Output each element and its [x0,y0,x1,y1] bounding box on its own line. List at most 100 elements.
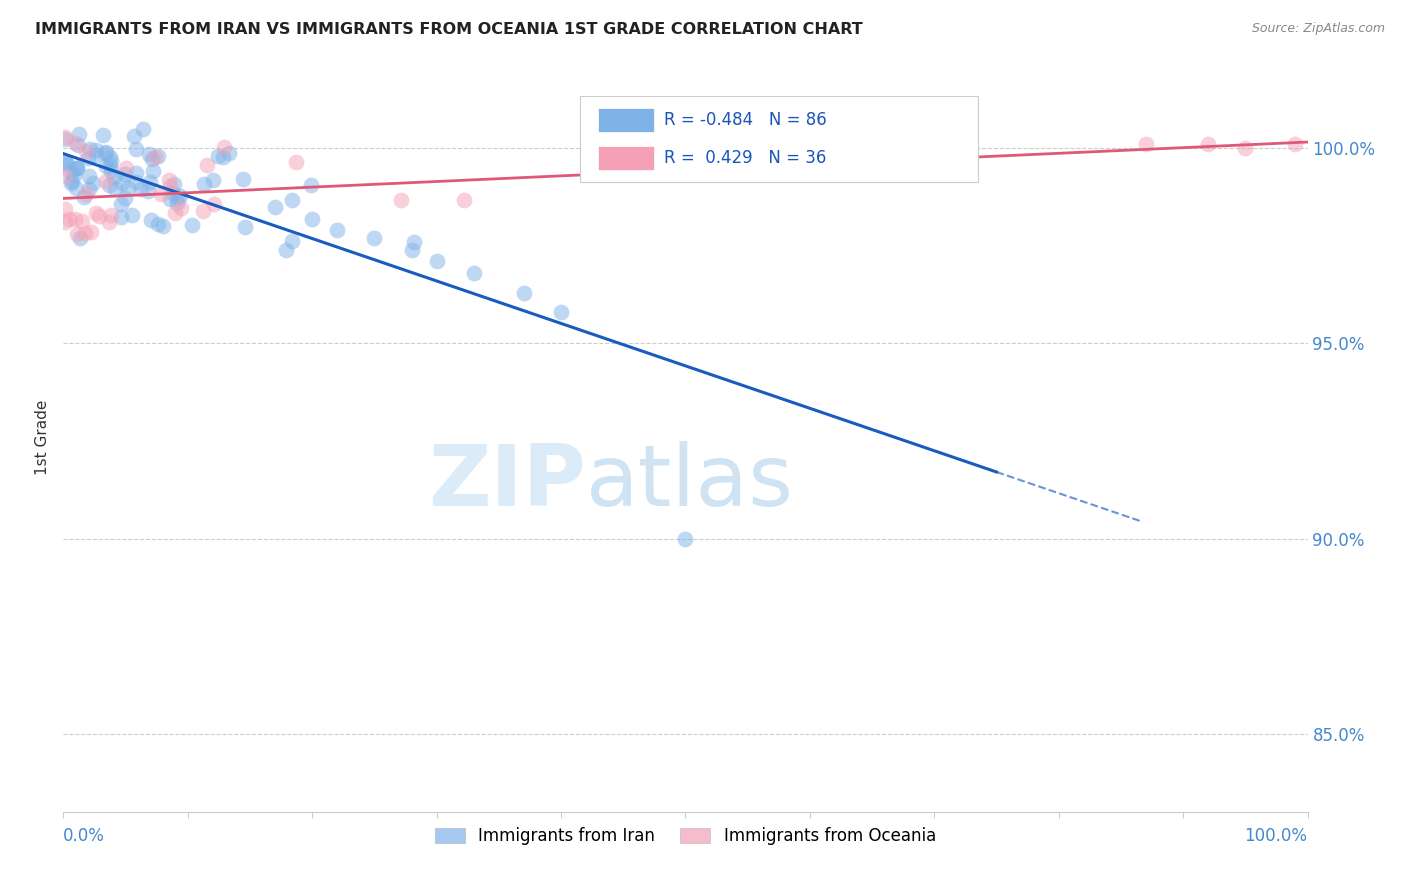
Point [202,172,225,186]
Point [96,159,118,173]
Point [193,177,215,191]
Point [86,143,108,157]
Point [146,149,169,163]
Point [76,151,98,165]
Point [162,186,184,200]
Point [274,243,297,257]
Point [281,194,304,208]
Point [263,200,285,214]
Point [326,223,349,237]
Point [159,193,181,207]
Point [67,127,90,141]
Bar [599,145,654,169]
Point [121,208,143,222]
Point [212,140,235,154]
FancyBboxPatch shape [579,96,977,182]
Point [53,129,76,144]
Bar [599,108,654,132]
Point [426,254,449,268]
Point [65,212,87,227]
Point [152,219,174,234]
Point [169,189,191,203]
Point [82,176,104,190]
Point [122,128,145,143]
Point [98,178,121,192]
Point [79,182,101,196]
Point [181,218,204,232]
Point [146,217,169,231]
Point [129,182,152,196]
Text: 0.0%: 0.0% [63,827,105,846]
Point [75,186,97,201]
Point [84,206,107,220]
Point [77,169,100,183]
Point [512,285,534,300]
Point [281,234,304,248]
Point [65,181,87,195]
Point [62,174,84,188]
Point [58,211,80,226]
Point [94,174,117,188]
Point [110,197,132,211]
Point [1284,137,1306,152]
Point [125,166,148,180]
Point [150,187,173,202]
Point [100,208,122,222]
Point [166,196,188,211]
Point [63,168,86,182]
Point [218,145,240,160]
Point [98,157,121,171]
Point [285,155,308,169]
Point [170,201,193,215]
Point [136,184,159,198]
Point [117,181,139,195]
Point [453,193,475,207]
Point [212,150,235,164]
Point [159,178,181,193]
Text: Source: ZipAtlas.com: Source: ZipAtlas.com [1251,22,1385,36]
Point [103,170,125,185]
Point [204,197,226,211]
Y-axis label: 1st Grade: 1st Grade [35,400,51,475]
Point [110,176,132,190]
Point [389,193,412,207]
Point [66,161,89,175]
Point [69,231,91,245]
Point [143,150,166,164]
Point [66,138,89,153]
Point [53,169,76,184]
Point [97,215,120,229]
Point [141,213,163,227]
Point [98,150,121,164]
Point [104,182,127,196]
Point [193,204,215,219]
Point [1234,141,1257,155]
Point [1197,137,1219,152]
Point [207,149,229,163]
Point [114,167,136,181]
Point [56,157,79,171]
Point [91,128,114,142]
Point [125,175,148,189]
Point [65,161,87,176]
Point [73,227,96,241]
Point [110,210,132,224]
Text: 100.0%: 100.0% [1244,827,1308,846]
Point [87,209,110,223]
Point [402,235,425,249]
Point [363,231,385,245]
Point [141,152,163,166]
Point [80,225,103,239]
Point [115,161,138,176]
Point [142,164,165,178]
Point [53,202,76,217]
Point [96,145,118,159]
Point [100,164,122,178]
Point [79,142,101,156]
Point [157,173,180,187]
Point [53,215,76,229]
Text: ZIP: ZIP [429,441,586,524]
Point [233,219,256,234]
Point [401,243,423,257]
Point [73,190,96,204]
